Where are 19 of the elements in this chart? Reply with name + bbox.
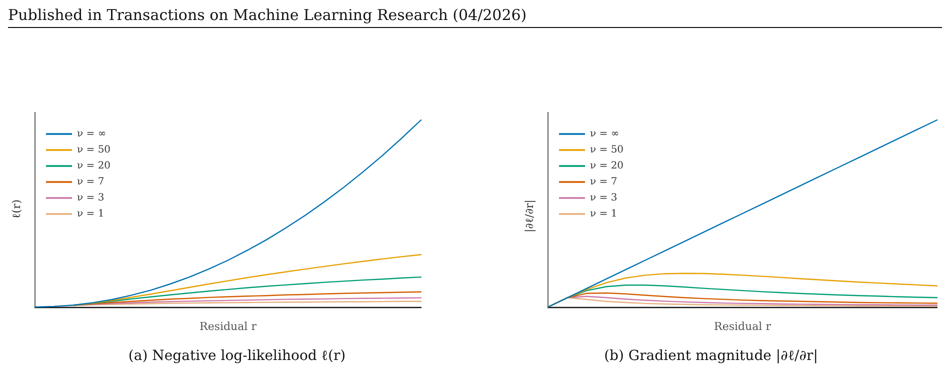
y-axis-title: ℓ(r) — [10, 199, 23, 219]
x-axis-title: Residual r — [714, 320, 772, 333]
text: (a) Negative log-likelihood ℓ(r) — [128, 348, 346, 364]
text: Published in Transactions on Machine Learning Research (04/2026) — [8, 6, 528, 24]
legend-label: ν = 50 — [590, 144, 624, 156]
legend-label: ν = 1 — [590, 208, 618, 220]
legend-label: ν = 3 — [590, 192, 618, 204]
legend-label: ν = 7 — [590, 176, 618, 188]
legend-label: ν = 3 — [77, 192, 104, 204]
legend-label: ν = 20 — [77, 160, 111, 172]
text: (b) Gradient magnitude |∂ℓ/∂r| — [604, 348, 818, 364]
legend-label: ν = ∞ — [77, 128, 106, 140]
legend-label: ν = 20 — [590, 160, 624, 172]
legend-label: ν = 50 — [77, 144, 111, 156]
legend-label: ν = ∞ — [590, 128, 620, 140]
legend-label: ν = 7 — [77, 176, 104, 188]
x-axis-title: Residual r — [200, 320, 258, 333]
y-axis-title: |∂ℓ/∂r| — [523, 199, 536, 233]
legend-label: ν = 1 — [77, 208, 104, 220]
